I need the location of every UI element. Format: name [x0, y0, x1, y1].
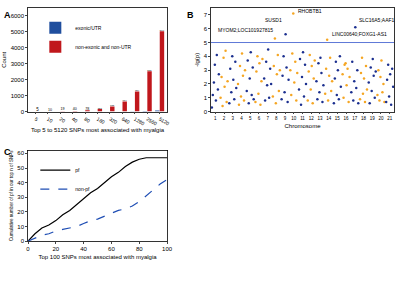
- svg-text:2560: 2560: [145, 116, 158, 127]
- svg-text:10: 10: [48, 108, 52, 112]
- svg-text:80: 80: [83, 116, 91, 124]
- svg-text:50: 50: [17, 165, 24, 171]
- svg-text:6: 6: [204, 26, 208, 32]
- svg-text:30: 30: [17, 194, 24, 200]
- svg-text:40: 40: [17, 180, 24, 186]
- svg-text:20: 20: [378, 116, 384, 121]
- svg-text:1: 1: [214, 116, 217, 121]
- svg-text:13: 13: [317, 116, 323, 121]
- svg-text:SUSD1: SUSD1: [265, 17, 282, 23]
- svg-text:Top 5 to 5120 SNPs most associ: Top 5 to 5120 SNPs most associated with …: [31, 127, 165, 133]
- svg-text:5: 5: [204, 40, 208, 46]
- svg-text:Top 100 SNPs most associated w: Top 100 SNPs most associated with myalgi…: [39, 254, 158, 260]
- svg-text:non-pf: non-pf: [75, 186, 90, 192]
- svg-text:11: 11: [300, 116, 305, 121]
- svg-text:157: 157: [98, 107, 103, 110]
- svg-text:1280: 1280: [133, 116, 146, 127]
- svg-text:15: 15: [335, 116, 341, 121]
- svg-text:10: 10: [291, 116, 297, 121]
- svg-text:0: 0: [21, 238, 25, 244]
- svg-text:19: 19: [370, 116, 376, 121]
- svg-text:5000: 5000: [11, 29, 25, 35]
- svg-text:3: 3: [204, 67, 208, 73]
- svg-text:6000: 6000: [11, 13, 25, 19]
- svg-text:2: 2: [223, 116, 226, 121]
- svg-text:0: 0: [21, 109, 25, 115]
- svg-text:0: 0: [204, 109, 208, 115]
- svg-text:160: 160: [96, 116, 106, 125]
- svg-text:4000: 4000: [11, 45, 25, 51]
- svg-text:18: 18: [361, 116, 367, 121]
- svg-text:2526: 2526: [147, 69, 151, 71]
- svg-text:2: 2: [204, 81, 208, 87]
- svg-text:4: 4: [240, 116, 243, 121]
- svg-text:20: 20: [52, 246, 59, 252]
- svg-text:Chromosome: Chromosome: [284, 123, 321, 129]
- svg-text:17: 17: [352, 116, 358, 121]
- svg-text:40: 40: [73, 107, 77, 111]
- svg-text:6: 6: [258, 116, 261, 121]
- svg-text:14: 14: [326, 116, 332, 121]
- svg-text:40: 40: [71, 116, 79, 124]
- svg-text:9: 9: [284, 116, 287, 121]
- svg-text:21: 21: [387, 116, 393, 121]
- svg-text:MYOM2;LOC101927815: MYOM2;LOC101927815: [218, 27, 273, 33]
- svg-text:40: 40: [80, 246, 87, 252]
- svg-text:0: 0: [26, 246, 30, 252]
- svg-text:5: 5: [249, 116, 252, 121]
- svg-text:12: 12: [309, 116, 315, 121]
- svg-text:100: 100: [162, 246, 173, 252]
- svg-text:5046: 5046: [160, 29, 164, 31]
- svg-text:pf: pf: [75, 167, 80, 173]
- svg-text:634: 634: [122, 99, 127, 102]
- svg-text:1: 1: [204, 95, 208, 101]
- svg-text:3: 3: [232, 116, 235, 121]
- svg-text:Cumulative number of pf in our: Cumulative number of pf in our top n of …: [9, 150, 14, 241]
- svg-text:320: 320: [108, 116, 118, 125]
- svg-text:A: A: [4, 10, 11, 20]
- svg-text:640: 640: [121, 116, 131, 125]
- svg-text:10: 10: [46, 116, 54, 124]
- svg-text:2000: 2000: [11, 77, 25, 83]
- svg-text:4: 4: [204, 53, 208, 59]
- svg-text:60: 60: [17, 150, 24, 156]
- svg-text:60: 60: [108, 246, 115, 252]
- svg-text:exonic/UTR: exonic/UTR: [75, 25, 102, 31]
- svg-text:5: 5: [36, 107, 39, 112]
- svg-text:19: 19: [60, 107, 64, 111]
- svg-text:5120: 5120: [158, 116, 171, 127]
- svg-text:B: B: [187, 10, 194, 20]
- svg-text:7: 7: [204, 12, 208, 18]
- svg-text:-lg(p): -lg(p): [194, 53, 200, 67]
- svg-text:80: 80: [136, 246, 143, 252]
- svg-text:1264: 1264: [135, 89, 139, 91]
- svg-text:8: 8: [275, 116, 278, 121]
- svg-text:16: 16: [344, 116, 350, 121]
- svg-text:20: 20: [17, 209, 24, 215]
- svg-text:10: 10: [17, 224, 24, 230]
- svg-text:7: 7: [266, 116, 269, 121]
- svg-text:SLC16A5;AAF1: SLC16A5;AAF1: [359, 17, 395, 23]
- svg-text:1000: 1000: [11, 93, 25, 99]
- svg-text:3000: 3000: [11, 61, 25, 67]
- svg-text:20: 20: [59, 116, 67, 124]
- svg-text:LINC00640;FOXG1-AS1: LINC00640;FOXG1-AS1: [332, 31, 387, 37]
- svg-text:non-exonic and non-UTR: non-exonic and non-UTR: [75, 44, 131, 50]
- svg-text:5: 5: [34, 116, 40, 123]
- svg-text:315: 315: [110, 104, 115, 107]
- svg-text:Count: Count: [1, 51, 7, 67]
- svg-text:RHOBTB1: RHOBTB1: [298, 8, 322, 14]
- svg-text:78: 78: [85, 107, 89, 111]
- svg-text:C: C: [4, 147, 11, 157]
